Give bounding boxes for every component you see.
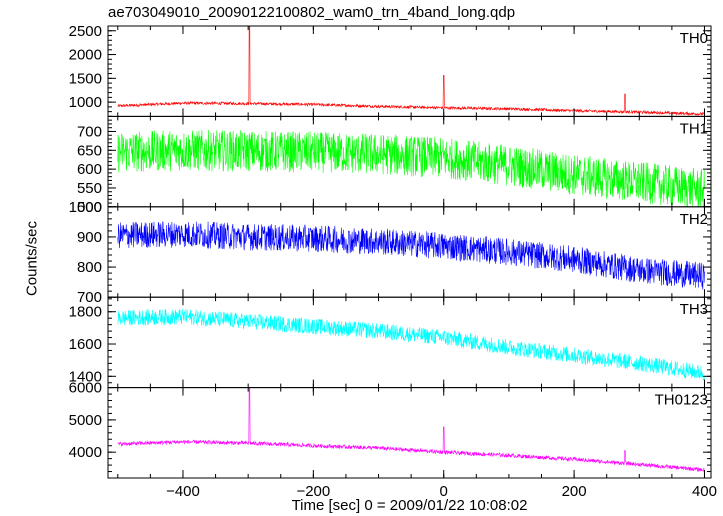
series-line-th0123 <box>117 387 705 473</box>
series-line-th0 <box>117 26 705 117</box>
panel-label-th1: TH1 <box>680 120 708 137</box>
x-tick-label: −200 <box>296 483 330 500</box>
x-tick-label: 0 <box>440 483 448 500</box>
x-tick-label: −400 <box>166 483 200 500</box>
y-tick-label: 700 <box>77 123 102 140</box>
y-tick-label: 6000 <box>69 380 102 397</box>
panel-frame <box>107 296 712 389</box>
panel-frame <box>107 387 712 479</box>
y-tick-label: 2000 <box>69 47 102 64</box>
y-axis-label: Counts/sec <box>23 220 41 297</box>
series-line-th3 <box>117 308 705 381</box>
y-tick-label: 5000 <box>69 412 102 429</box>
y-tick-label: 1000 <box>69 94 102 111</box>
panel-frame <box>107 25 712 117</box>
panel-label-th3: TH3 <box>680 301 708 318</box>
series-line-th2 <box>117 221 705 290</box>
y-tick-label: 1600 <box>69 336 102 353</box>
y-tick-label: 700 <box>77 289 102 306</box>
y-tick-label: 1000 <box>69 199 102 216</box>
y-tick-label: 500 <box>77 199 102 216</box>
y-tick-label: 600 <box>77 161 102 178</box>
chart-title: ae703049010_20090122100802_wam0_trn_4ban… <box>108 4 516 21</box>
y-tick-label: 1800 <box>69 304 102 321</box>
y-tick-label: 800 <box>77 259 102 276</box>
panel-label-th0123: TH0123 <box>655 392 708 409</box>
y-tick-label: 900 <box>77 229 102 246</box>
panel-label-th0: TH0 <box>680 30 708 47</box>
y-tick-label: 1400 <box>69 368 102 385</box>
y-tick-label: 1500 <box>69 70 102 87</box>
panel-label-th2: TH2 <box>680 211 708 228</box>
series-line-th1 <box>117 129 705 207</box>
y-tick-label: 650 <box>77 142 102 159</box>
x-tick-label: 400 <box>692 483 717 500</box>
y-tick-label: 2500 <box>69 23 102 40</box>
panel-frame <box>107 206 712 298</box>
y-tick-label: 4000 <box>69 444 102 461</box>
x-tick-label: 200 <box>562 483 587 500</box>
y-tick-label: 550 <box>77 180 102 197</box>
x-axis-label: Time [sec] 0 = 2009/01/22 10:08:02 <box>291 497 528 514</box>
